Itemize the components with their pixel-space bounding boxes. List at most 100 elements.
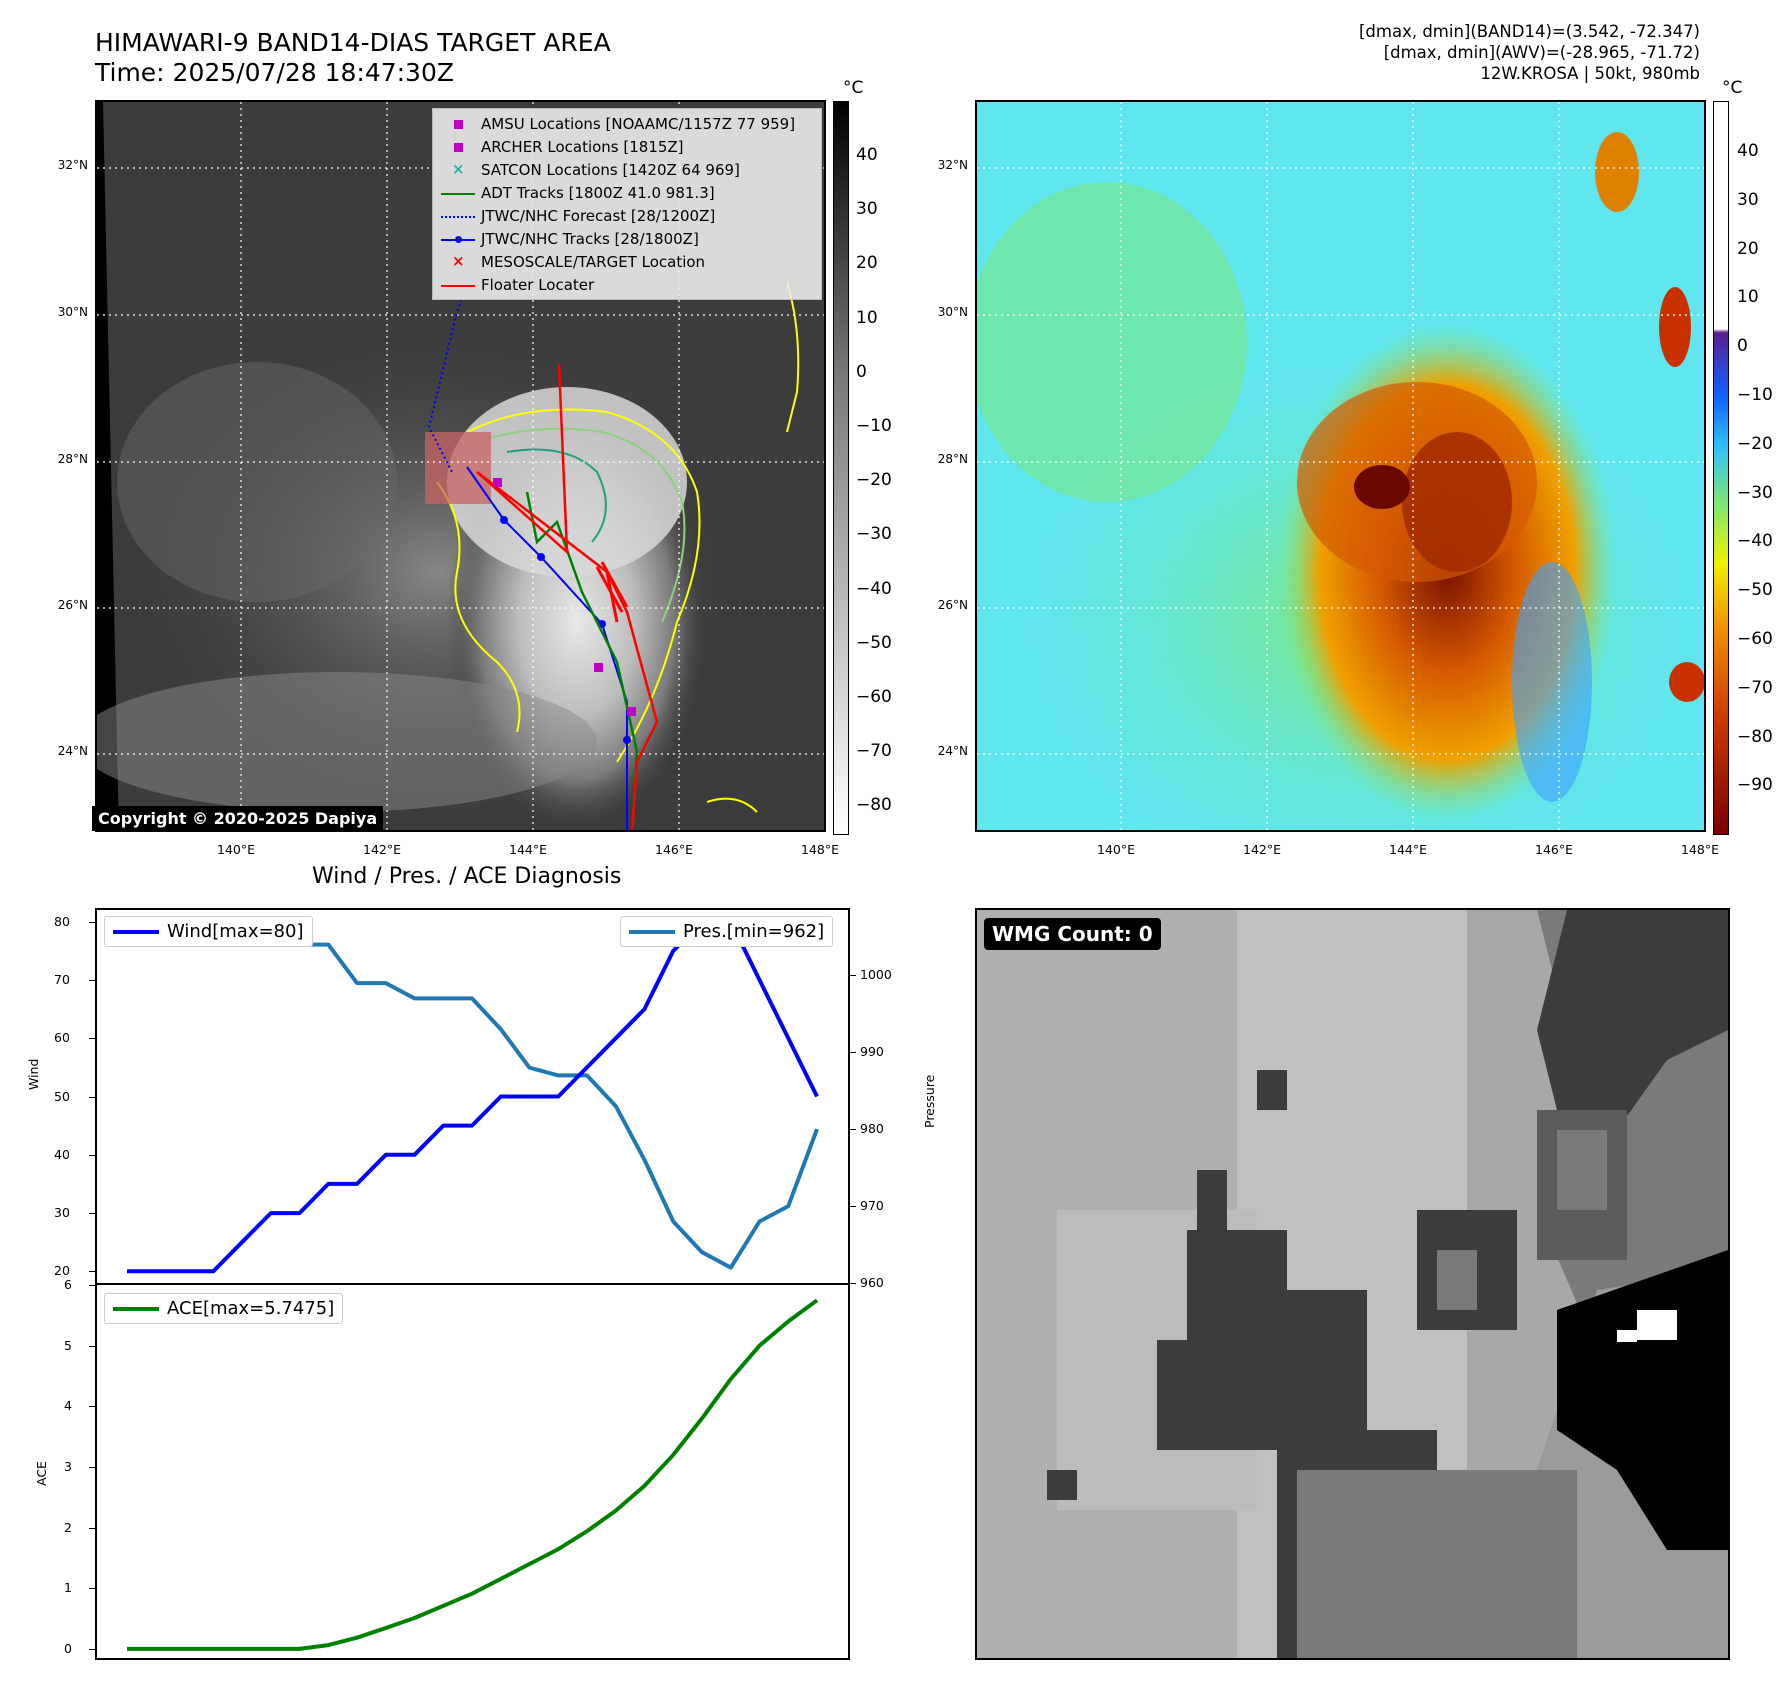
- wind-tick-mark: [89, 1096, 95, 1098]
- legend-symbol-square: [441, 140, 475, 156]
- colorbar-tick: 40: [1737, 141, 1759, 161]
- legend-label: JTWC/NHC Tracks [28/1800Z]: [481, 230, 699, 248]
- lat-label-right: 28°N: [937, 452, 968, 466]
- legend-label: SATCON Locations [1420Z 64 969]: [481, 161, 740, 179]
- awv-range: [dmax, dmin](AWV)=(-28.965, -71.72): [1383, 43, 1700, 62]
- colorbar-tick: 10: [856, 307, 878, 328]
- colorbar-tick: 30: [1737, 189, 1759, 210]
- ace-tick-mark: [89, 1345, 95, 1347]
- colorbar-tick: −60: [856, 687, 892, 707]
- awv-map: [975, 100, 1706, 832]
- lon-label-left: 146°E: [655, 842, 694, 857]
- lat-label-left: 26°N: [57, 598, 88, 612]
- colorbar-tick: −20: [1737, 433, 1773, 454]
- wind-axis-label: Wind: [26, 1058, 41, 1090]
- colorbar-tick: −10: [1737, 385, 1773, 405]
- pressure-tick: 1000: [860, 967, 892, 983]
- colorbar-tick: 10: [1737, 287, 1759, 308]
- wind-tick: 30: [54, 1205, 70, 1221]
- pressure-legend-label: Pres.[min=962]: [683, 921, 825, 942]
- awv-colorbar: [1713, 101, 1729, 835]
- pressure-tick: 960: [860, 1275, 884, 1290]
- ace-tick-mark: [89, 1285, 95, 1286]
- legend-label: JTWC/NHC Forecast [28/1200Z]: [481, 207, 716, 225]
- legend-symbol-line: [441, 278, 475, 294]
- colorbar-tick: −30: [1737, 482, 1773, 503]
- colorbar-tick: −80: [856, 795, 892, 816]
- legend-symbol-line: [441, 186, 475, 202]
- legend-label: ARCHER Locations [1815Z]: [481, 138, 684, 156]
- legend-symbol-x: ×: [452, 160, 465, 178]
- band14-range: [dmax, dmin](BAND14)=(3.542, -72.347): [1358, 22, 1700, 41]
- legend-label: Floater Locater: [481, 276, 595, 294]
- wind-legend-swatch: [113, 929, 159, 934]
- ace-tick: 0: [64, 1640, 72, 1656]
- colorbar-tick: −30: [856, 524, 892, 545]
- ace-axis-label: ACE: [34, 1461, 49, 1486]
- pressure-tick-mark: [850, 1283, 856, 1284]
- colorbar-tick: −50: [1737, 580, 1773, 601]
- lat-label-left: 32°N: [57, 158, 88, 172]
- pressure-tick-mark: [850, 1129, 856, 1131]
- colorbar-tick: 0: [1737, 336, 1748, 357]
- ace-tick-mark: [89, 1527, 95, 1529]
- awv-colorbar-unit: °C: [1722, 78, 1743, 98]
- colorbar-tick: −90: [1737, 775, 1773, 796]
- pressure-legend-swatch: [629, 929, 675, 934]
- lat-label-left: 30°N: [57, 305, 88, 319]
- figure-time: Time: 2025/07/28 18:47:30Z: [95, 58, 454, 87]
- pressure-tick-mark: [850, 1206, 856, 1208]
- colorbar-tick: 20: [856, 253, 878, 274]
- colorbar-tick: −70: [856, 741, 892, 762]
- ace-tick: 6: [64, 1277, 72, 1292]
- copyright-badge: Copyright © 2020-2025 Dapiya: [92, 806, 384, 831]
- colorbar-tick: −40: [856, 578, 892, 599]
- ace-plot: [127, 1298, 819, 1651]
- wind-tick: 70: [54, 971, 70, 987]
- ace-tick-mark: [89, 1588, 95, 1590]
- ace-tick-mark: [89, 1406, 95, 1408]
- wind-tick-mark: [89, 1038, 95, 1040]
- lon-label-right: 140°E: [1097, 842, 1136, 857]
- ace-line: [127, 1298, 819, 1651]
- lon-label-right: 142°E: [1243, 842, 1282, 857]
- wind-tick-mark: [89, 1213, 95, 1215]
- figure-title: HIMAWARI-9 BAND14-DIAS TARGET AREA: [95, 28, 611, 57]
- colorbar-tick: 30: [856, 199, 878, 220]
- ace-tick: 5: [64, 1337, 72, 1353]
- pressure-legend: Pres.[min=962]: [620, 916, 834, 947]
- colorbar-tick: −80: [1737, 726, 1773, 747]
- lat-label-right: 24°N: [937, 744, 968, 758]
- wmg-panel: [975, 908, 1730, 1660]
- legend-symbol-square: [441, 117, 475, 133]
- wind-tick-mark: [89, 921, 95, 923]
- lat-label-left: 28°N: [57, 452, 88, 466]
- wind-tick: 50: [54, 1088, 70, 1104]
- colorbar-tick: 0: [856, 361, 867, 382]
- colorbar-tick: −50: [856, 632, 892, 653]
- wind-tick-mark: [89, 979, 95, 981]
- map-legend: AMSU Locations [NOAAMC/1157Z 77 959] ARCH…: [432, 108, 822, 300]
- pressure-tick: 970: [860, 1198, 884, 1214]
- lat-label-right: 30°N: [937, 305, 968, 319]
- pressure-axis-label: Pressure: [922, 1074, 937, 1128]
- pressure-tick-mark: [850, 1052, 856, 1054]
- pressure-line: [127, 919, 819, 1270]
- wind-tick: 80: [54, 913, 70, 929]
- wind-legend: Wind[max=80]: [104, 916, 313, 947]
- colorbar-tick: −40: [1737, 531, 1773, 552]
- wind-tick: 20: [54, 1263, 70, 1279]
- wmg-imagery: [977, 910, 1728, 1658]
- ace-tick-mark: [89, 1466, 95, 1468]
- wind-legend-label: Wind[max=80]: [167, 921, 304, 942]
- ace-chart: [95, 1283, 850, 1660]
- colorbar-tick: 20: [1737, 238, 1759, 259]
- ace-legend-label: ACE[max=5.7475]: [167, 1298, 335, 1319]
- legend-symbol-line-dot: [441, 232, 475, 248]
- colorbar-tick: −60: [1737, 629, 1773, 649]
- lon-label-left: 148°E: [801, 842, 840, 857]
- pressure-tick: 980: [860, 1121, 884, 1137]
- ace-legend: ACE[max=5.7475]: [104, 1293, 344, 1324]
- lat-label-right: 32°N: [937, 158, 968, 172]
- legend-label: MESOSCALE/TARGET Location: [481, 253, 706, 271]
